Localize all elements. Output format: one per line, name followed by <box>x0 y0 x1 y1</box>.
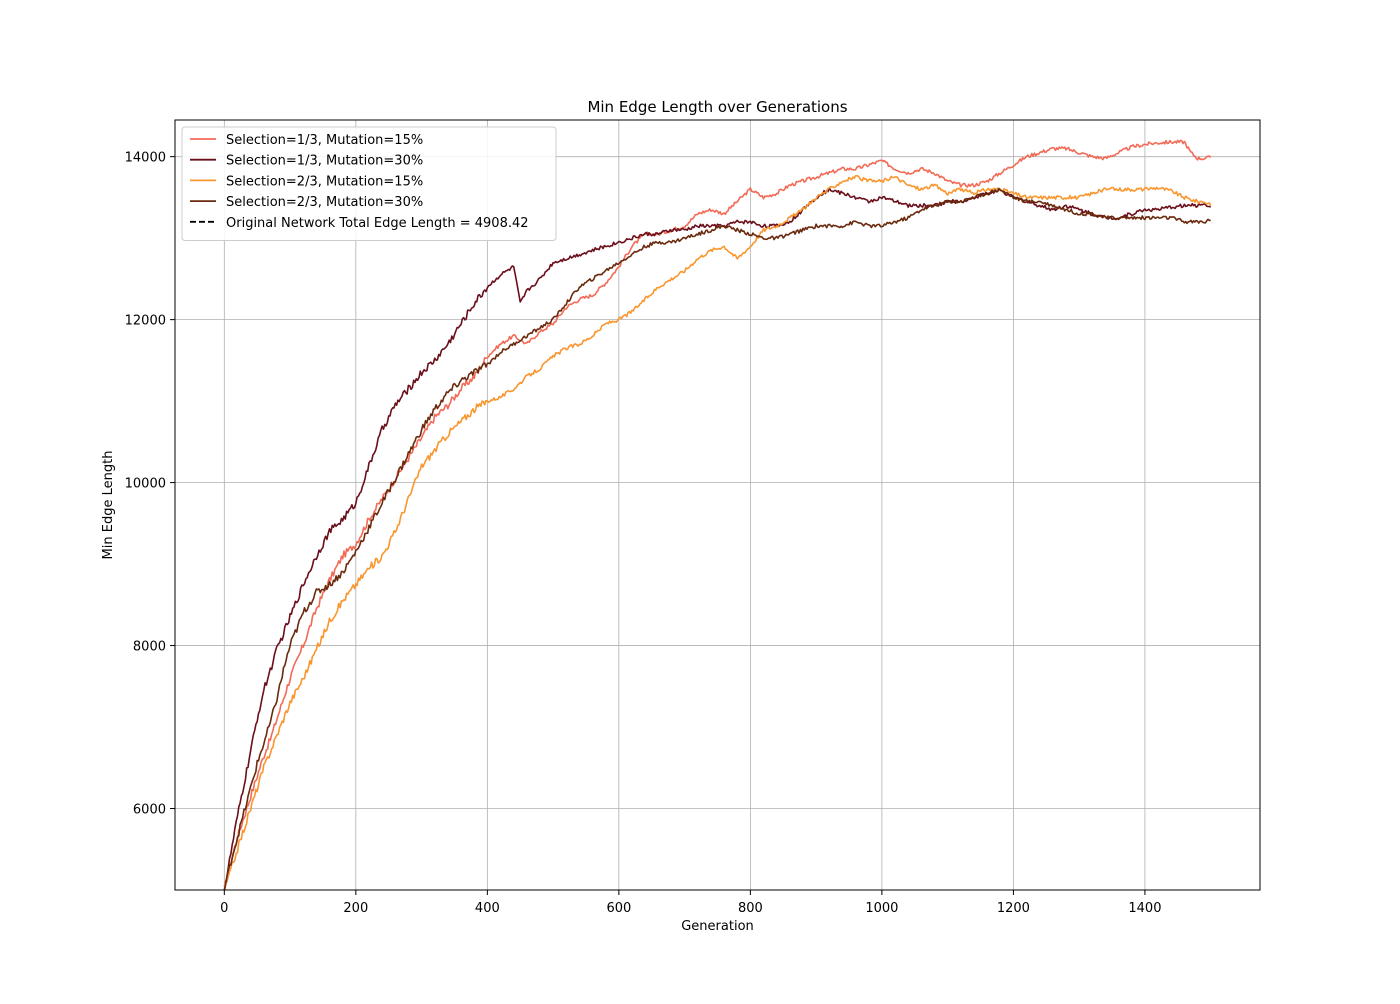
y-tick-label: 12000 <box>125 314 166 329</box>
x-axis: 0 200 400 600 800 1000 1200 1400 <box>220 890 1161 916</box>
y-tick-label: 6000 <box>133 803 166 818</box>
y-tick-label: 14000 <box>125 151 166 166</box>
series-line <box>223 174 1212 890</box>
x-tick-label: 1000 <box>865 901 898 916</box>
legend-label: Original Network Total Edge Length = 490… <box>226 216 529 231</box>
x-tick-label: 400 <box>475 901 500 916</box>
y-axis-label: Min Edge Length <box>101 451 116 560</box>
x-tick-label: 1200 <box>997 901 1030 916</box>
plot-area <box>223 139 1212 890</box>
legend-label: Selection=1/3, Mutation=30% <box>226 154 423 169</box>
y-tick-label: 8000 <box>133 640 166 655</box>
x-tick-label: 1400 <box>1128 901 1161 916</box>
series-line <box>223 187 1211 890</box>
y-tick-label: 10000 <box>125 477 166 492</box>
chart-title: Min Edge Length over Generations <box>587 98 847 116</box>
x-tick-label: 0 <box>220 901 228 916</box>
x-axis-label: Generation <box>681 919 754 934</box>
axes-frame <box>174 119 1261 891</box>
legend-label: Selection=1/3, Mutation=15% <box>226 133 423 148</box>
y-axis: 6000 8000 10000 12000 14000 <box>125 151 175 818</box>
legend-box <box>181 126 557 241</box>
x-tick-label: 600 <box>606 901 631 916</box>
x-tick-label: 800 <box>738 901 763 916</box>
legend-label: Selection=2/3, Mutation=15% <box>226 174 423 189</box>
series-line <box>223 187 1212 890</box>
legend: Selection=1/3, Mutation=15% Selection=1/3… <box>181 126 557 241</box>
x-tick-label: 200 <box>343 901 368 916</box>
legend-label: Selection=2/3, Mutation=30% <box>226 195 423 210</box>
